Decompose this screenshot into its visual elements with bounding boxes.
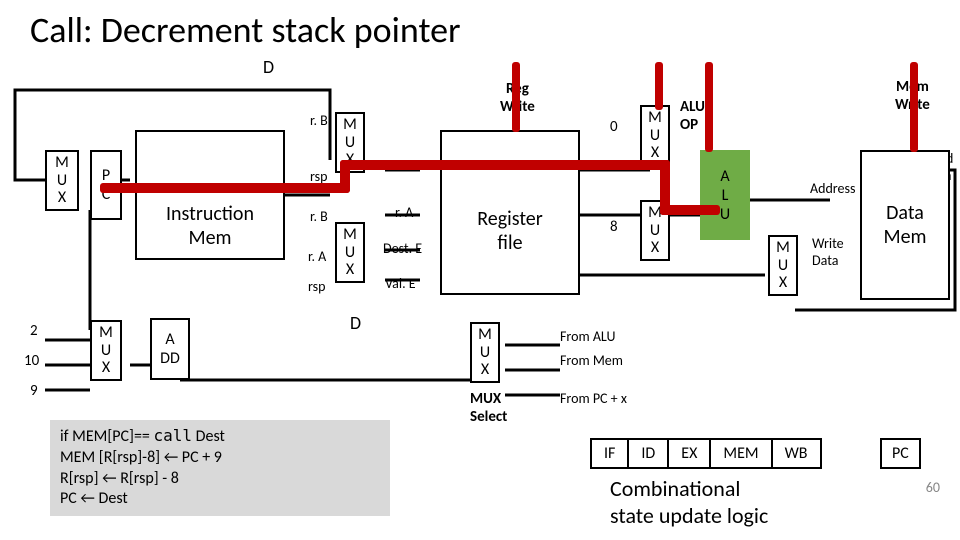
slide-number: 60 — [926, 479, 940, 496]
stage-id: ID — [629, 440, 669, 467]
register-file-box: Register file — [440, 130, 580, 295]
register-file-label: Register file — [477, 207, 542, 255]
red-path-5 — [660, 205, 720, 215]
code-line-2: MEM [R[rsp]-8] ← PC + 9 — [60, 448, 380, 469]
data-mem-label: Data Mem — [883, 201, 926, 249]
mux-rb2: MUX — [335, 222, 365, 283]
write-data-label: Write Data — [812, 235, 844, 269]
red-vert-memwrite — [910, 62, 918, 152]
code-box: if MEM[PC]== call Dest MEM [R[rsp]-8] ← … — [50, 420, 390, 516]
alu-box: A L U — [700, 150, 750, 240]
instruction-mem-box: Instruction Mem — [135, 130, 285, 260]
eight-const: 8 — [610, 218, 618, 236]
instruction-mem-label: Instruction Mem — [166, 202, 254, 250]
const-2: 2 — [30, 322, 38, 340]
red-path-1 — [100, 183, 350, 193]
alu-u: U — [720, 205, 730, 224]
mux-select-box: MUX — [470, 322, 500, 383]
mux-const: MUX — [90, 320, 122, 381]
code-line-4: PC ← Dest — [60, 489, 380, 510]
code-line-3: R[rsp] ← R[rsp] - 8 — [60, 469, 380, 490]
d-label-mid: D — [350, 312, 361, 334]
mux-pc: MUX — [45, 150, 79, 211]
zero-const: 0 — [610, 118, 618, 136]
stage-mem: MEM — [711, 440, 772, 467]
from-pcx-label: From PC + x — [560, 390, 627, 407]
alu-a: A — [720, 167, 729, 186]
stage-ex: EX — [669, 440, 711, 467]
code-l1c: Dest — [192, 427, 225, 446]
rb-label-2: r. B — [310, 208, 328, 225]
red-vert-aluop — [705, 62, 713, 152]
vale-label: Val. E — [385, 275, 416, 292]
const-9: 9 — [30, 382, 38, 400]
alu-l: L — [722, 186, 729, 205]
ra-label-small: r. A — [308, 248, 326, 265]
data-mem-box: Data Mem — [860, 150, 950, 300]
combinational-label: Combinational state update logic — [610, 475, 768, 529]
code-l1b: call — [154, 426, 193, 445]
pc-stage-box: PC — [880, 438, 921, 469]
stage-if: IF — [592, 440, 629, 467]
mux-wb: MUX — [768, 235, 798, 296]
stage-wb: WB — [773, 440, 820, 467]
deste-label: Dest. E — [383, 240, 422, 257]
page-title: Call: Decrement stack pointer — [30, 8, 461, 52]
red-vert-regwrite — [512, 62, 520, 132]
pipeline-stages: IF ID EX MEM WB — [590, 438, 822, 469]
red-vert-aluin — [655, 62, 663, 110]
ra-mid-label: r. A — [395, 204, 413, 221]
rsp-label-2: rsp — [308, 278, 325, 295]
mux-select-label: MUX Select — [470, 390, 507, 426]
code-l1a: if MEM[PC]== — [60, 427, 154, 446]
mux-alu-b: MUX — [640, 105, 670, 166]
red-path-3 — [340, 160, 670, 170]
d-label-top: D — [263, 56, 274, 78]
rb-label-1: r. B — [310, 112, 328, 129]
code-line-1: if MEM[PC]== call Dest — [60, 426, 380, 448]
from-mem-label: From Mem — [560, 352, 623, 369]
add-box: ADD — [150, 318, 190, 380]
const-10: 10 — [24, 352, 39, 370]
alu-op-label: ALU OP — [680, 98, 705, 134]
address-label: Address — [810, 180, 855, 197]
from-alu-label: From ALU — [560, 328, 616, 345]
